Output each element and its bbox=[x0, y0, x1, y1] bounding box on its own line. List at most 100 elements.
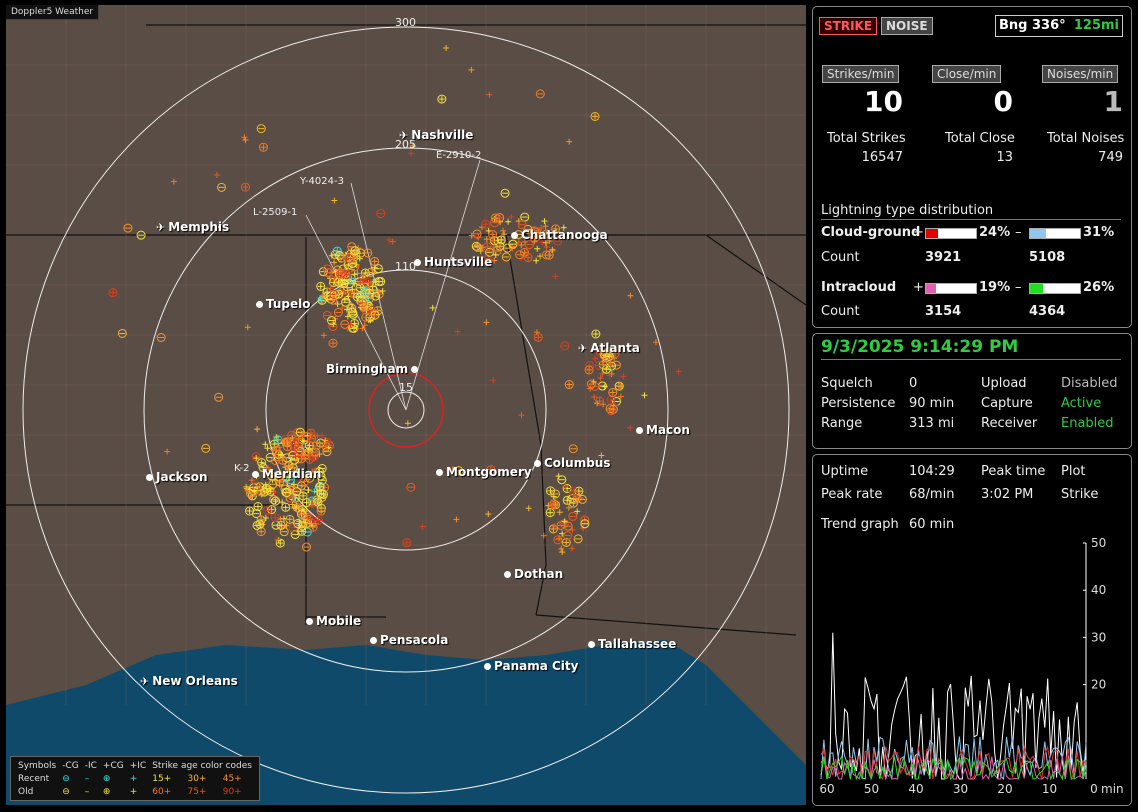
strike-marker bbox=[244, 487, 251, 494]
city-label: Huntsville bbox=[424, 255, 493, 269]
range-value[interactable]: 313 mi bbox=[909, 416, 955, 431]
total-noises-label: Total Noises bbox=[1047, 131, 1125, 146]
strike-marker bbox=[595, 396, 605, 406]
city-label: Chattanooga bbox=[521, 228, 608, 242]
strike-marker bbox=[515, 250, 525, 260]
strike-marker bbox=[331, 197, 338, 204]
strike-marker bbox=[518, 242, 525, 249]
strike-marker bbox=[277, 516, 284, 523]
strike-marker bbox=[500, 227, 507, 234]
ic-negative-count: 4364 bbox=[1029, 304, 1066, 319]
strike-button[interactable]: STRIKE bbox=[819, 17, 878, 35]
strike-marker bbox=[556, 509, 563, 516]
x-tick-label: 50 bbox=[864, 782, 879, 796]
plot-value[interactable]: Strike bbox=[1061, 487, 1099, 502]
strike-marker bbox=[597, 375, 604, 382]
strike-marker bbox=[574, 508, 581, 515]
strike-marker bbox=[251, 487, 258, 494]
squelch-value[interactable]: 0 bbox=[909, 376, 918, 391]
storm-tag-y[interactable]: Y-4024-3 bbox=[300, 176, 344, 187]
strike-marker bbox=[275, 477, 285, 487]
city-dothan: Dothan bbox=[504, 567, 563, 581]
strike-marker bbox=[566, 138, 573, 145]
strike-marker bbox=[363, 248, 373, 258]
ic-plus-sign: + bbox=[913, 280, 924, 295]
city-label: Montgomery bbox=[446, 465, 532, 479]
strike-marker bbox=[559, 549, 566, 556]
receiver-label: Receiver bbox=[981, 416, 1038, 431]
strike-marker bbox=[454, 466, 464, 476]
strike-marker bbox=[491, 257, 498, 264]
upload-value[interactable]: Disabled bbox=[1061, 376, 1118, 391]
strike-marker bbox=[268, 479, 278, 489]
distribution-title: Lightning type distribution bbox=[821, 203, 994, 218]
strike-marker bbox=[481, 219, 491, 229]
trend-graph-value[interactable]: 60 min bbox=[909, 517, 955, 532]
strike-marker bbox=[490, 377, 497, 384]
recent-pos-cg-icon: ⊕ bbox=[102, 773, 111, 784]
strike-marker bbox=[371, 291, 381, 301]
strike-marker bbox=[270, 455, 280, 465]
city-nashville: ✈ Nashville bbox=[399, 128, 473, 142]
datetime-display: 9/3/2025 9:14:29 PM bbox=[821, 337, 1019, 357]
total-strikes-label: Total Strikes bbox=[827, 131, 906, 146]
ic-positive-count: 3154 bbox=[925, 304, 962, 319]
noise-button[interactable]: NOISE bbox=[881, 17, 933, 35]
city-label: Birmingham bbox=[326, 362, 409, 376]
close-per-min-button[interactable]: Close/min bbox=[932, 65, 1002, 83]
strike-marker bbox=[620, 373, 627, 380]
strike-marker bbox=[108, 288, 118, 298]
uptime-label: Uptime bbox=[821, 464, 869, 479]
legend-age-75: 75+ bbox=[187, 786, 207, 797]
strike-marker bbox=[281, 437, 291, 447]
strike-marker bbox=[568, 487, 578, 497]
strikes-per-min-button[interactable]: Strikes/min bbox=[822, 65, 900, 83]
strike-marker bbox=[379, 288, 386, 295]
storm-tag-k[interactable]: K-2 bbox=[234, 463, 250, 474]
persistence-value[interactable]: 90 min bbox=[909, 396, 955, 411]
noises-per-min-button[interactable]: Noises/min bbox=[1042, 65, 1119, 83]
trend-series-line bbox=[820, 755, 1087, 781]
ring-label-300: 300 bbox=[395, 16, 416, 29]
strike-marker bbox=[505, 218, 512, 225]
strike-marker bbox=[553, 535, 563, 545]
strike-marker bbox=[468, 232, 475, 239]
strike-marker bbox=[261, 483, 271, 493]
strike-marker bbox=[241, 134, 248, 141]
strike-marker bbox=[483, 236, 490, 243]
strike-marker bbox=[242, 136, 249, 143]
cg-negative-percent: 31% bbox=[1083, 225, 1115, 240]
strike-marker bbox=[277, 451, 284, 458]
capture-value[interactable]: Active bbox=[1061, 396, 1102, 411]
strike-marker bbox=[490, 213, 500, 223]
dot-icon bbox=[306, 618, 313, 625]
strike-marker bbox=[276, 520, 286, 530]
strike-marker bbox=[472, 233, 479, 240]
strike-marker bbox=[344, 254, 354, 264]
lightning-map[interactable]: Doppler5 Weather 300 205 110 15 E-2910-2… bbox=[6, 5, 806, 805]
strike-marker bbox=[568, 511, 578, 521]
strike-marker bbox=[508, 214, 515, 221]
distribution-divider bbox=[821, 219, 1121, 220]
dot-icon bbox=[588, 641, 595, 648]
strike-marker bbox=[577, 494, 587, 504]
strike-marker bbox=[573, 534, 583, 544]
county-lines bbox=[6, 5, 806, 705]
strike-marker bbox=[586, 379, 596, 389]
storm-tag-e[interactable]: E-2910-2 bbox=[436, 150, 482, 161]
receiver-value[interactable]: Enabled bbox=[1061, 416, 1114, 431]
strike-marker bbox=[618, 383, 625, 390]
strike-marker bbox=[549, 503, 556, 510]
legend-old-label: Old bbox=[18, 786, 34, 797]
strike-marker bbox=[201, 443, 211, 453]
strike-marker bbox=[561, 537, 571, 547]
strike-marker bbox=[279, 523, 286, 530]
storm-tag-l[interactable]: L-2509-1 bbox=[253, 207, 298, 218]
strike-marker bbox=[342, 270, 352, 280]
cg-negative-bar bbox=[1029, 228, 1081, 239]
strike-marker bbox=[300, 451, 310, 461]
strike-marker bbox=[598, 452, 605, 459]
dot-icon bbox=[511, 232, 518, 239]
dot-icon bbox=[436, 469, 443, 476]
strike-marker bbox=[608, 387, 618, 397]
